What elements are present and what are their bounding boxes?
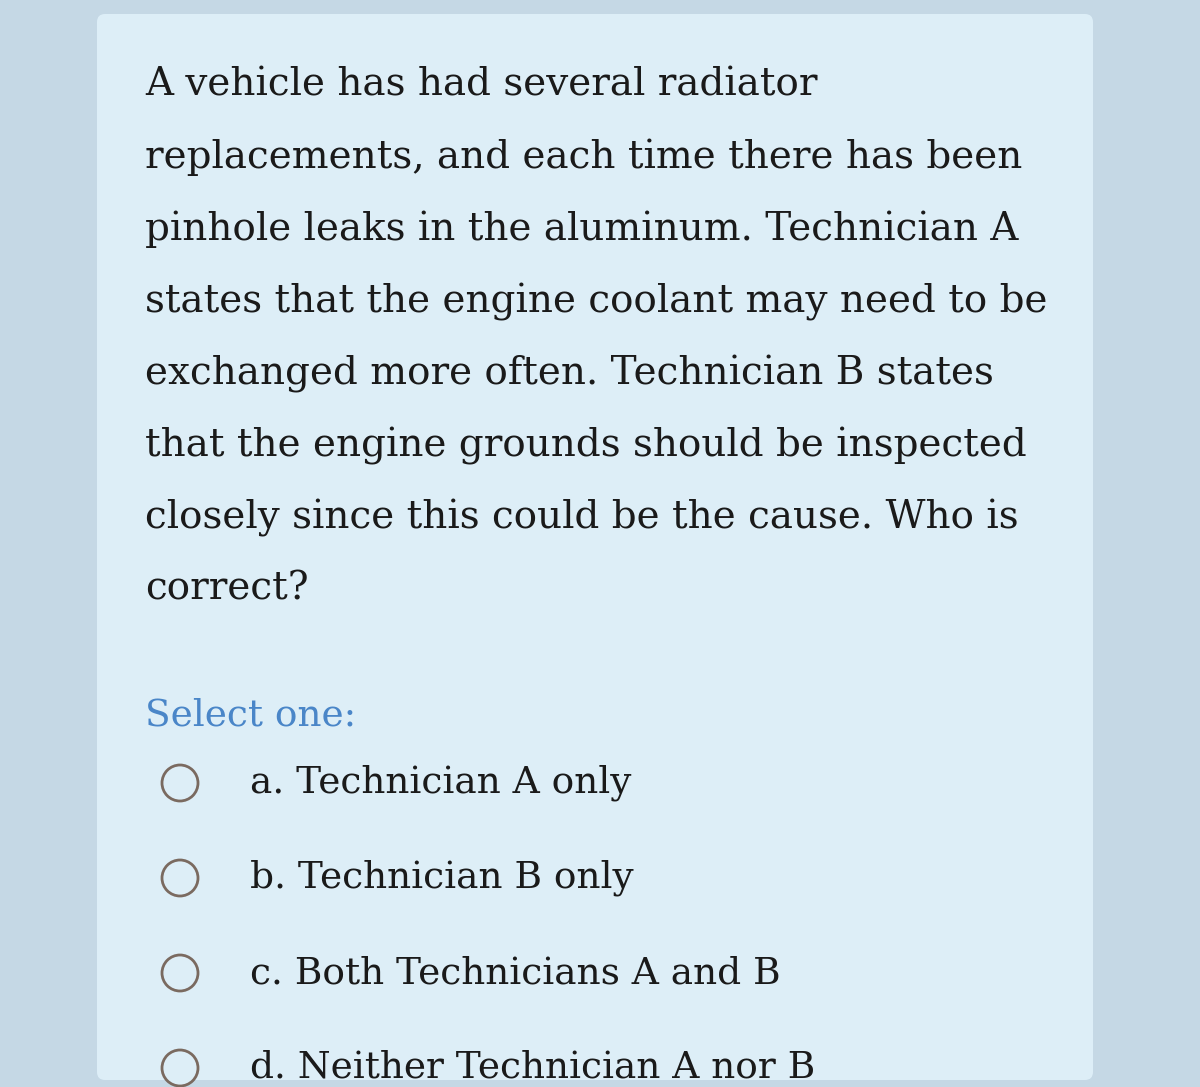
Circle shape <box>162 765 198 801</box>
Circle shape <box>162 1050 198 1086</box>
Circle shape <box>162 955 198 991</box>
Text: correct?: correct? <box>145 571 308 608</box>
Text: c. Both Technicians A and B: c. Both Technicians A and B <box>250 955 781 991</box>
Text: Select one:: Select one: <box>145 698 356 734</box>
Text: A vehicle has had several radiator: A vehicle has had several radiator <box>145 67 817 104</box>
Text: replacements, and each time there has been: replacements, and each time there has be… <box>145 139 1022 176</box>
Text: d. Neither Technician A nor B: d. Neither Technician A nor B <box>250 1050 815 1086</box>
Text: exchanged more often. Technician B states: exchanged more often. Technician B state… <box>145 355 994 393</box>
Text: pinhole leaks in the aluminum. Technician A: pinhole leaks in the aluminum. Technicia… <box>145 211 1019 249</box>
FancyBboxPatch shape <box>97 14 1093 1080</box>
Text: states that the engine coolant may need to be: states that the engine coolant may need … <box>145 283 1048 321</box>
Text: a. Technician A only: a. Technician A only <box>250 765 631 801</box>
Text: b. Technician B only: b. Technician B only <box>250 860 634 897</box>
Text: that the engine grounds should be inspected: that the engine grounds should be inspec… <box>145 427 1027 465</box>
Circle shape <box>162 860 198 896</box>
Text: closely since this could be the cause. Who is: closely since this could be the cause. W… <box>145 499 1019 537</box>
